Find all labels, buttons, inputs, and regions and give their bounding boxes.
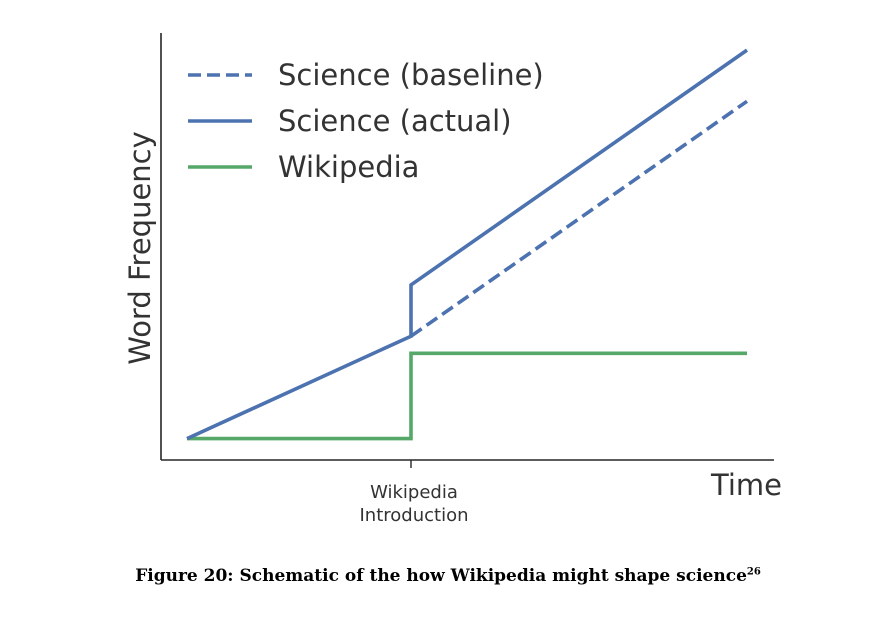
legend-label-science-actual: Science (actual): [278, 104, 512, 138]
y-axis-label: Word Frequency: [123, 131, 157, 365]
legend-label-science-baseline: Science (baseline): [278, 58, 544, 92]
axes: Wikipedia Introduction: [160, 33, 774, 526]
series-line-wikipedia: [187, 351, 747, 441]
x-tick-label-line: Introduction: [359, 505, 468, 526]
chart: Wikipedia Introduction Science (baseline)…: [123, 33, 782, 526]
series-line-science-actual: [186, 48, 749, 441]
plot-lines: [186, 48, 749, 441]
legend-label-wikipedia: Wikipedia: [278, 150, 419, 184]
x-axis-label: Time: [710, 468, 782, 502]
series-line-science-baseline: [409, 99, 749, 338]
x-tick-label: Wikipedia Introduction: [359, 482, 468, 526]
figure-caption: Figure 20: Schematic of the how Wikipedi…: [0, 566, 896, 586]
legend: Science (baseline) Science (actual) Wikipe…: [188, 58, 544, 184]
figure-caption-text: Figure 20: Schematic of the how Wikipedi…: [135, 566, 747, 586]
figure-caption-reference: 26: [746, 566, 761, 578]
x-tick-label-line: Wikipedia: [370, 482, 458, 503]
